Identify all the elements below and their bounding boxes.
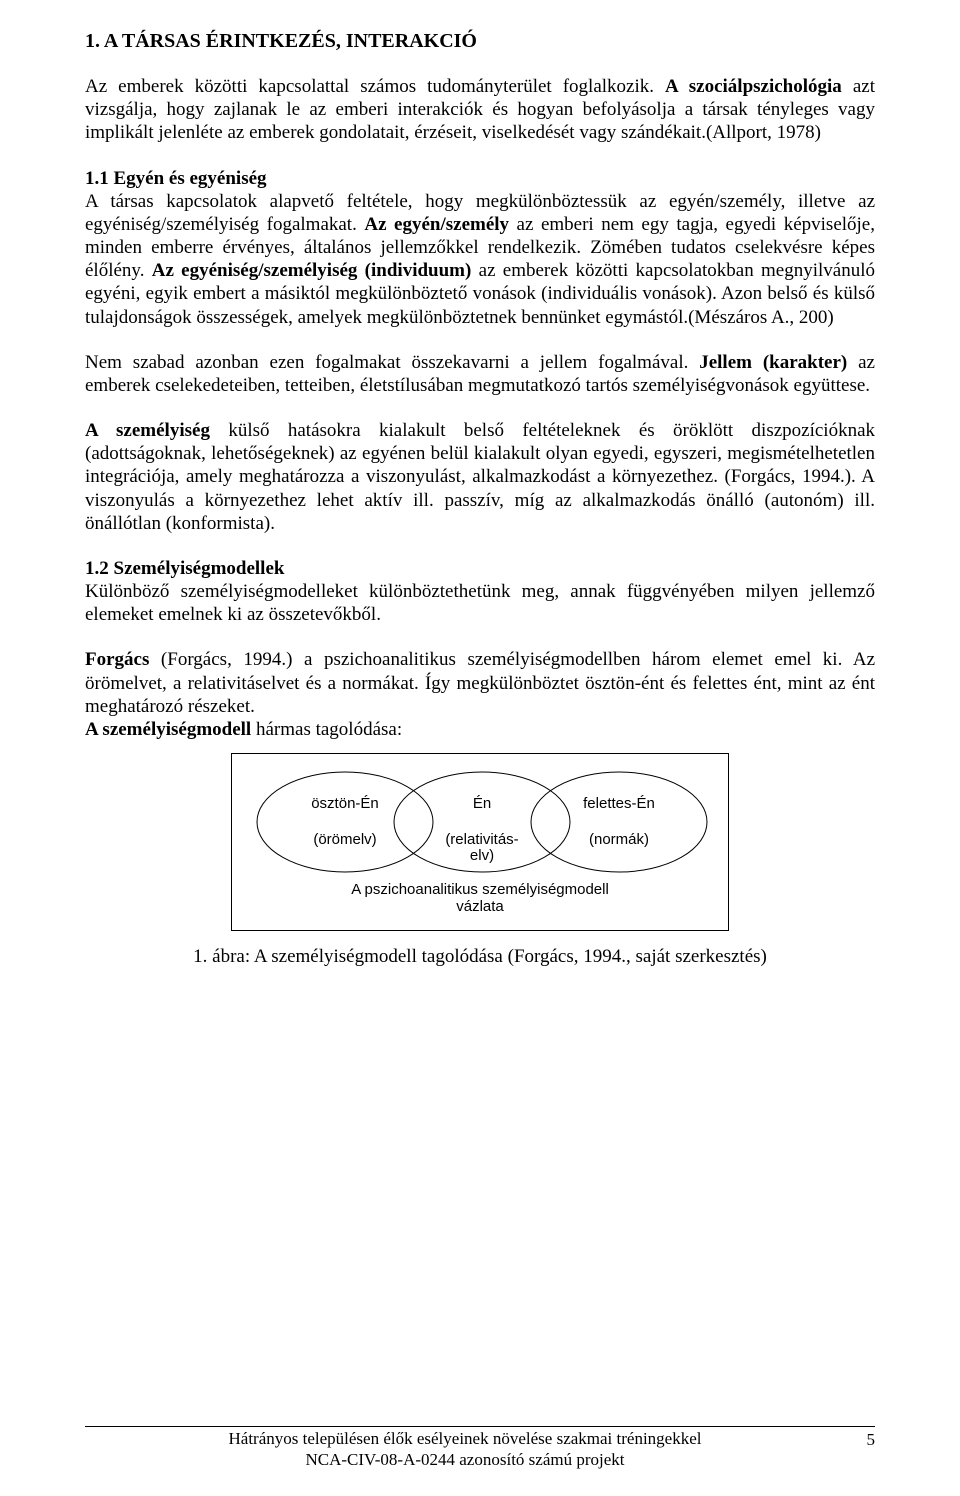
- footer-row: Hátrányos településen élők esélyeinek nö…: [85, 1429, 875, 1470]
- figure-caption: 1. ábra: A személyiségmodell tagolódása …: [85, 946, 875, 968]
- text: Az emberek közötti kapcsolattal számos t…: [85, 76, 665, 97]
- figure-container: ösztön-Én (örömelv) Én (relativitás-elv) fel…: [85, 753, 875, 936]
- text: hármas tagolódása:: [251, 719, 402, 740]
- paragraph-jellem: Nem szabad azonban ezen fogalmakat össze…: [85, 351, 875, 397]
- page-number: 5: [845, 1429, 875, 1450]
- personality-model-diagram: ösztön-Én (örömelv) Én (relativitás-elv) fel…: [250, 764, 710, 924]
- svg-text:(örömelv): (örömelv): [313, 831, 376, 848]
- figure-box: ösztön-Én (örömelv) Én (relativitás-elv) fel…: [231, 753, 729, 931]
- svg-text:vázlata: vázlata: [456, 898, 504, 915]
- bold-term: A személyiségmodell: [85, 719, 251, 740]
- svg-text:Én: Én: [473, 795, 491, 812]
- subheading-1-1: 1.1 Egyén és egyéniség: [85, 168, 267, 189]
- paragraph-szemelyiseg: A személyiség külső hatásokra kialakult …: [85, 419, 875, 535]
- bold-term: A személyiség: [85, 420, 210, 441]
- page-footer: Hátrányos településen élők esélyeinek nö…: [85, 1426, 875, 1470]
- paragraph-model-intro: A személyiségmodell hármas tagolódása:: [85, 718, 875, 741]
- bold-term: Az egyén/személy: [364, 214, 509, 235]
- footer-line-1: Hátrányos településen élők esélyeinek nö…: [229, 1429, 702, 1448]
- paragraph-1-1: 1.1 Egyén és egyéniség A társas kapcsola…: [85, 167, 875, 329]
- bold-term: Az egyéniség/személyiség (individuum): [152, 260, 472, 281]
- paragraph-1-2: 1.2 Személyiségmodellek Különböző személ…: [85, 557, 875, 627]
- svg-text:A pszichoanalitikus személyisé: A pszichoanalitikus személyiségmodell: [351, 881, 609, 898]
- text: (Forgács, 1994.) a pszichoanalitikus sze…: [85, 649, 875, 716]
- footer-rule: [85, 1426, 875, 1427]
- subheading-1-2: 1.2 Személyiségmodellek: [85, 558, 284, 579]
- document-page: 1. A TÁRSAS ÉRINTKEZÉS, INTERAKCIÓ Az em…: [0, 0, 960, 1496]
- bold-term: A szociálpszichológia: [665, 76, 842, 97]
- paragraph-intro: Az emberek közötti kapcsolattal számos t…: [85, 75, 875, 145]
- svg-text:felettes-Én: felettes-Én: [583, 795, 655, 812]
- footer-text: Hátrányos településen élők esélyeinek nö…: [85, 1429, 845, 1470]
- footer-line-2: NCA-CIV-08-A-0244 azonosító számú projek…: [305, 1450, 624, 1469]
- svg-text:(normák): (normák): [589, 831, 649, 848]
- svg-text:ösztön-Én: ösztön-Én: [311, 795, 379, 812]
- text: Különböző személyiségmodelleket különböz…: [85, 581, 875, 625]
- bold-term: Jellem (karakter): [699, 352, 847, 373]
- paragraph-forgacs: Forgács (Forgács, 1994.) a pszichoanalit…: [85, 648, 875, 718]
- svg-text:(relativitás-: (relativitás-: [445, 831, 518, 848]
- heading-1: 1. A TÁRSAS ÉRINTKEZÉS, INTERAKCIÓ: [85, 30, 875, 53]
- text: Nem szabad azonban ezen fogalmakat össze…: [85, 352, 699, 373]
- svg-text:elv): elv): [470, 847, 494, 864]
- bold-term: Forgács: [85, 649, 149, 670]
